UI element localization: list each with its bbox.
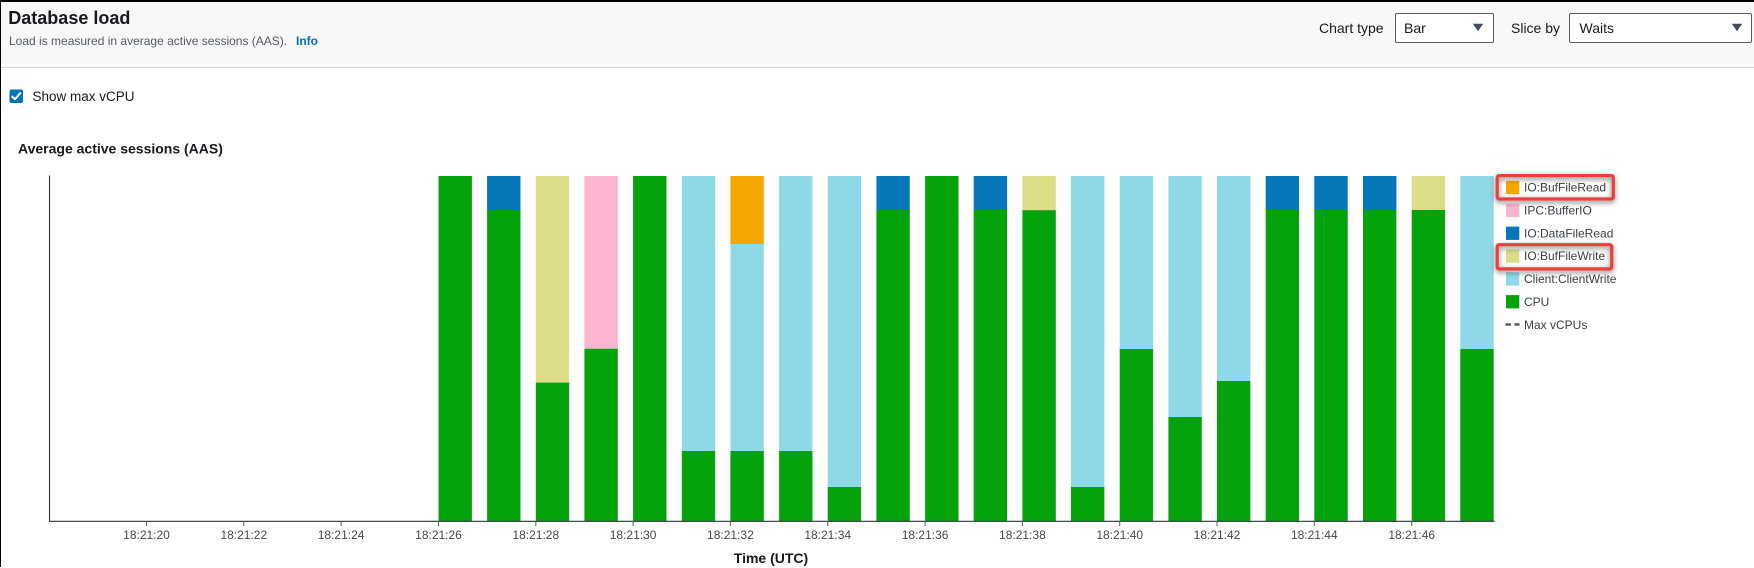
svg-text:Client:ClientWrite: Client:ClientWrite [1524, 272, 1617, 286]
svg-text:IO:DataFileRead: IO:DataFileRead [1524, 226, 1613, 240]
svg-text:IO:BufFileRead: IO:BufFileRead [1524, 181, 1606, 195]
svg-text:18:21:38: 18:21:38 [999, 528, 1046, 542]
svg-text:18:21:24: 18:21:24 [318, 528, 365, 542]
svg-text:18:21:20: 18:21:20 [123, 528, 170, 542]
svg-text:18:21:34: 18:21:34 [804, 528, 851, 542]
svg-text:Max vCPUs: Max vCPUs [1524, 318, 1587, 332]
svg-text:CPU: CPU [1524, 295, 1549, 309]
svg-text:Time (UTC): Time (UTC) [734, 550, 808, 566]
svg-text:18:21:42: 18:21:42 [1194, 528, 1241, 542]
svg-text:IPC:BufferIO: IPC:BufferIO [1524, 204, 1592, 218]
svg-text:IO:BufFileWrite: IO:BufFileWrite [1524, 249, 1605, 263]
svg-text:18:21:30: 18:21:30 [610, 528, 657, 542]
svg-text:18:21:26: 18:21:26 [415, 528, 462, 542]
svg-text:Average active sessions (AAS): Average active sessions (AAS) [18, 141, 223, 157]
svg-text:18:21:46: 18:21:46 [1388, 528, 1435, 542]
svg-text:18:21:32: 18:21:32 [707, 528, 754, 542]
svg-text:18:21:36: 18:21:36 [902, 528, 949, 542]
svg-text:18:21:22: 18:21:22 [220, 528, 267, 542]
svg-text:18:21:44: 18:21:44 [1291, 528, 1338, 542]
svg-text:18:21:40: 18:21:40 [1096, 528, 1143, 542]
svg-text:18:21:28: 18:21:28 [512, 528, 559, 542]
